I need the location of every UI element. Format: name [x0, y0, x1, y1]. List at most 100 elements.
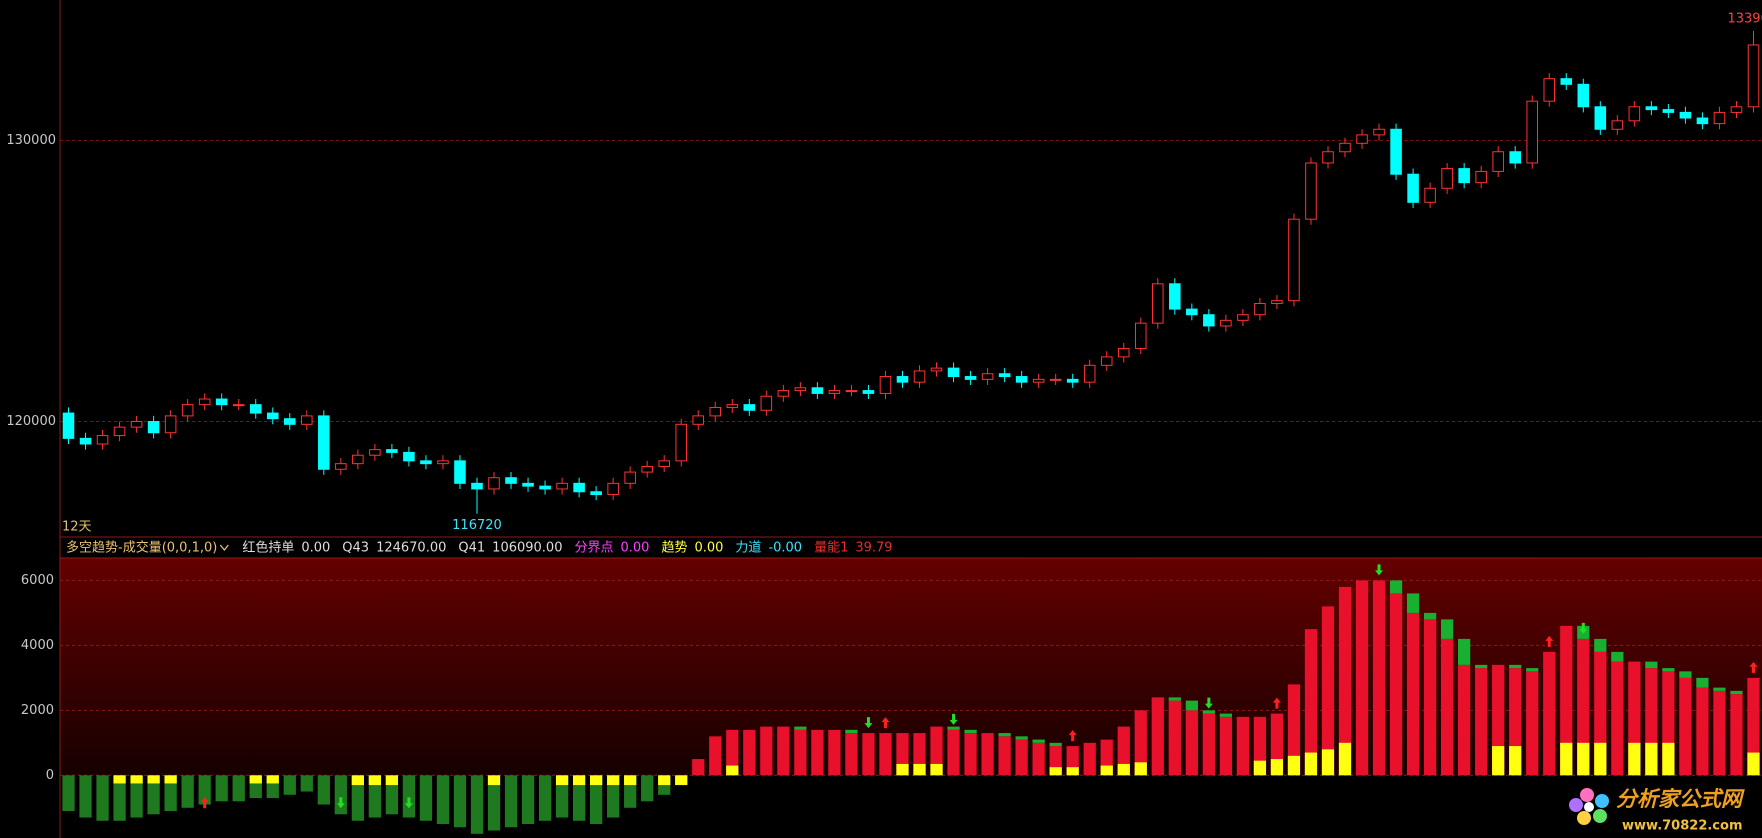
candle-body	[147, 421, 160, 434]
candle-body	[998, 373, 1011, 378]
candle-body	[1424, 187, 1436, 203]
bar	[1713, 690, 1726, 776]
bar	[96, 775, 109, 821]
bar	[1236, 716, 1250, 776]
candle-body	[930, 367, 943, 372]
bar	[402, 775, 416, 818]
volume-bar	[1645, 742, 1658, 776]
bar	[436, 775, 450, 825]
field-value: 124670.00	[376, 541, 446, 556]
signal-arrow	[1068, 730, 1077, 742]
watermark: 分析家公式网 www.70822.com	[1569, 787, 1745, 834]
bar	[1441, 638, 1454, 776]
candle-body	[301, 415, 313, 425]
candle-body	[1645, 106, 1658, 111]
bar	[538, 775, 552, 821]
volume-bar	[624, 775, 637, 786]
candle-body	[1169, 283, 1181, 310]
bar	[1747, 677, 1760, 776]
bar	[743, 729, 756, 776]
indicator-background	[60, 558, 1762, 776]
bar	[692, 759, 705, 776]
candle-body	[130, 421, 143, 428]
candle-body	[539, 485, 551, 490]
volume-bar	[913, 763, 926, 776]
candle-body	[505, 477, 517, 484]
field-label: Q43	[342, 541, 369, 556]
candle-body	[964, 376, 977, 380]
candle-body	[454, 460, 466, 484]
bar	[1219, 716, 1232, 776]
bar	[1338, 586, 1352, 776]
candle-body	[1747, 44, 1760, 108]
bar-cap	[1423, 612, 1437, 620]
bar	[317, 775, 330, 805]
bar	[998, 736, 1011, 776]
candle-body	[1254, 302, 1266, 316]
candle-body	[1237, 314, 1249, 321]
volume-bar	[1100, 765, 1113, 776]
candle-body	[862, 390, 875, 394]
candle-body	[777, 390, 790, 397]
volume-bar	[1134, 762, 1147, 776]
candle-body	[896, 376, 909, 383]
candle-body	[590, 491, 602, 496]
volume-bar	[249, 775, 262, 784]
candle-body	[1662, 109, 1675, 113]
bar	[283, 775, 296, 795]
candle-body	[981, 373, 994, 380]
volume-bar	[1066, 767, 1079, 776]
bar-cap	[947, 726, 960, 730]
bar-cap	[1696, 677, 1709, 688]
candle-body	[879, 376, 892, 394]
volume-bar	[572, 775, 586, 786]
bar	[1458, 664, 1471, 776]
candle-body	[743, 404, 756, 411]
bar-cap	[1679, 671, 1692, 678]
bar-cap	[1168, 697, 1181, 701]
signal-arrow	[1204, 697, 1213, 709]
bar	[1730, 694, 1743, 776]
bar	[1560, 625, 1573, 776]
bar	[147, 775, 160, 815]
signal-arrow	[404, 797, 413, 809]
bar	[1423, 619, 1437, 776]
bar	[130, 775, 143, 818]
dropdown-chevron	[219, 544, 229, 552]
bar	[504, 775, 518, 828]
candle-body	[1066, 378, 1079, 383]
bar	[300, 775, 313, 792]
candle-body	[1203, 314, 1215, 327]
bar	[181, 775, 194, 808]
candle-body	[1049, 378, 1062, 381]
field-label: 力道	[735, 541, 761, 556]
bar	[1611, 661, 1624, 776]
field-label: 量能1	[814, 541, 848, 556]
candle-body	[420, 460, 432, 465]
candle-body	[369, 449, 381, 456]
bar	[113, 775, 126, 821]
bar	[555, 775, 569, 818]
candle-body	[62, 412, 75, 439]
bar	[879, 733, 892, 776]
bar	[470, 775, 484, 834]
volume-bar	[1492, 746, 1505, 776]
signal-arrow	[336, 797, 345, 809]
candle-body	[335, 463, 347, 470]
candle-body	[113, 426, 126, 437]
signal-arrow	[864, 717, 873, 729]
volume-bar	[1662, 742, 1675, 776]
bar-cap	[964, 729, 977, 734]
bar-cap	[1713, 687, 1726, 691]
bar	[947, 729, 960, 776]
field-label: 分界点	[574, 541, 613, 556]
bar	[777, 726, 790, 776]
candle-body	[266, 412, 279, 420]
bar-cap	[1441, 619, 1454, 639]
bar-cap	[998, 733, 1011, 737]
volume-bar	[130, 775, 143, 784]
field-value: -0.00	[768, 541, 802, 556]
bar-cap	[1219, 713, 1232, 717]
logo-petal	[1577, 811, 1591, 825]
volume-bar	[164, 775, 177, 784]
